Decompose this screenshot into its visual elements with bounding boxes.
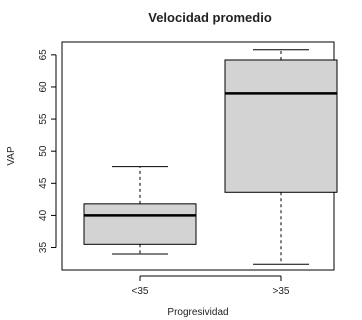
x-tick-label: >35 <box>273 286 290 297</box>
box-iqr <box>83 203 197 245</box>
y-tick-label: 35 <box>38 242 49 254</box>
plot-marks: 35 40 45 50 55 60 65 <35 >35 <box>38 49 338 297</box>
y-axis-label: VAP <box>6 146 17 166</box>
x-tick-label: <35 <box>132 286 149 297</box>
chart-title: Velocidad promedio <box>148 10 272 25</box>
y-tick-label: 60 <box>38 81 49 93</box>
x-axis-label: Progresividad <box>167 307 228 318</box>
y-tick-label: 40 <box>38 209 49 221</box>
y-tick-label: 50 <box>38 145 49 157</box>
y-tick-label: 55 <box>38 113 49 125</box>
y-tick-label: 65 <box>38 49 49 61</box>
y-tick-label: 45 <box>38 177 49 189</box>
box-iqr <box>224 59 338 193</box>
